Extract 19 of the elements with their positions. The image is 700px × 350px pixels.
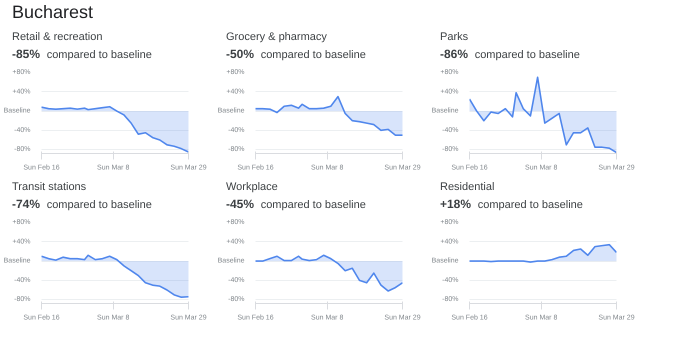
chart-subtitle: -50% — [226, 47, 254, 61]
text: compared to baseline — [260, 49, 366, 61]
chart-subtitle: +18% — [440, 197, 472, 211]
chart-subtitle: -86% — [440, 47, 468, 61]
chart-title: Transit stations — [12, 180, 86, 195]
text: compared to baseline — [46, 199, 152, 211]
text: compared to baseline — [260, 199, 366, 211]
chart-subtitle: -85% — [12, 47, 40, 61]
text: compared to baseline — [478, 199, 583, 211]
chart-title: Retail & recreation — [12, 30, 102, 45]
chart-title: Parks — [440, 30, 468, 45]
chart-subtitle: -45% — [226, 197, 254, 211]
chart-title: Workplace — [226, 180, 278, 195]
chart-title: Grocery & pharmacy — [226, 30, 327, 45]
chart-title: Residential — [440, 180, 494, 195]
chart-subtitle: -74% — [12, 197, 40, 211]
text: Bucharest — [12, 1, 94, 24]
text: compared to baseline — [46, 49, 152, 61]
text: compared to baseline — [474, 49, 580, 61]
